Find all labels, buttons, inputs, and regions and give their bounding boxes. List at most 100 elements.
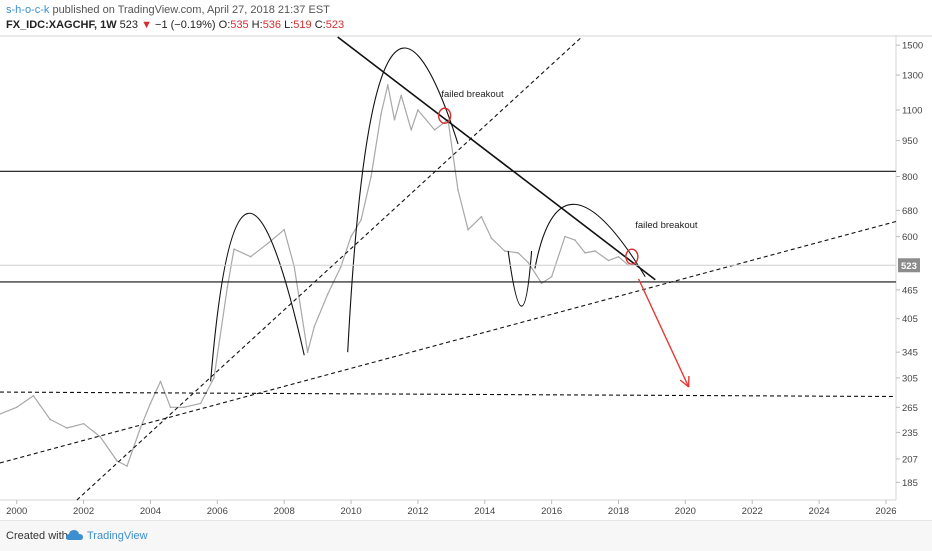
price-point [517,252,519,254]
price-point [313,326,315,328]
price-point [564,236,566,238]
price-point [387,84,389,86]
x-tick-label: 2004 [140,506,161,517]
failed-breakout-label: failed breakout [441,89,504,100]
price-point [467,229,469,231]
open-value: 535 [230,19,248,31]
x-tick-label: 2010 [340,506,361,517]
price-point [49,419,51,421]
price-point [227,287,229,289]
x-tick-label: 2026 [875,506,896,517]
price-point [83,423,85,425]
x-tick-label: 2020 [675,506,696,517]
price-point [491,238,493,240]
price-point [33,395,35,397]
price-point [16,406,18,408]
x-tick-label: 2012 [407,506,428,517]
price-point [574,239,576,241]
x-tick-label: 2014 [474,506,495,517]
y-tick-label: 235 [902,428,918,439]
symbol-info: FX_IDC:XAGCHF, 1W 523 ▼ −1 (−0.19%) O:53… [6,19,344,31]
price-point [327,294,329,296]
x-tick-label: 2002 [73,506,94,517]
price-point [170,406,172,408]
x-tick-label: 2022 [742,506,763,517]
price-chart[interactable]: failed breakout failed breakout 185 207 235… [0,35,932,520]
price-point [250,256,252,258]
high-label: H: [249,19,263,31]
price-point [307,351,309,353]
price-point [213,377,215,379]
high-value: 536 [263,19,281,31]
price-point [394,119,396,121]
price-point [126,465,128,467]
x-tick-label: 2008 [274,506,295,517]
price-point [160,381,162,383]
price-point [380,113,382,115]
last-price: 523 [117,19,141,31]
failed-breakout-label: failed breakout [635,220,698,231]
y-tick-label: 185 [902,478,918,489]
price-point [116,460,118,462]
symbol-name[interactable]: FX_IDC:XAGCHF, 1W [6,19,117,31]
tradingview-cloud-icon [66,529,84,543]
y-tick-label: 950 [902,136,918,147]
footer-bar: Created with TradingView [0,520,932,551]
price-point [267,243,269,245]
price-point [99,436,101,438]
price-point [608,260,610,262]
price-point [66,427,68,429]
created-with-label: Created with [6,530,68,542]
y-tick-label: 305 [902,373,918,384]
x-tick-label: 2000 [6,506,27,517]
price-point [150,403,152,405]
y-tick-label: 207 [902,454,918,465]
price-point [594,250,596,252]
low-label: L: [281,19,293,31]
y-tick-label: 800 [902,172,918,183]
y-tick-label: 345 [902,348,918,359]
y-tick-label: 465 [902,285,918,296]
price-point [140,427,142,429]
price-point [551,276,553,278]
price-point [370,176,372,178]
price-point [417,109,419,111]
publish-info: s-h-o-c-k published on TradingView.com, … [6,4,330,16]
price-point [400,95,402,97]
y-tick-label: 265 [902,403,918,414]
x-tick-label: 2016 [541,506,562,517]
price-point [434,129,436,131]
price-point [541,282,543,284]
price-point [618,256,620,258]
x-tick-label: 2006 [207,506,228,517]
price-point [233,248,235,250]
close-label: C: [312,19,326,31]
chart-area[interactable]: failed breakout failed breakout 185 207 235… [0,35,932,520]
price-point [360,219,362,221]
close-value: 523 [326,19,344,31]
price-point [183,406,185,408]
price-point [340,266,342,268]
y-tick-label: 680 [902,206,918,217]
price-point [293,266,295,268]
price-point [481,216,483,218]
open-label: O: [219,19,231,31]
price-point [200,403,202,405]
price-point [504,250,506,252]
price-point [584,252,586,254]
author-link[interactable]: s-h-o-c-k [6,4,49,16]
price-point [457,189,459,191]
y-tick-label: 1100 [902,105,922,116]
y-tick-label: 1500 [902,41,923,52]
publish-date: published on TradingView.com, April 27, … [49,4,329,16]
price-point [527,262,529,264]
tradingview-brand[interactable]: TradingView [87,530,148,542]
y-tick-label: 1300 [902,71,923,82]
down-arrow-icon: ▼ [141,19,152,31]
price-change: −1 (−0.19%) [152,19,219,31]
price-point [283,229,285,231]
last-price-label: 523 [901,261,917,272]
x-tick-label: 2018 [608,506,629,517]
low-value: 519 [293,19,311,31]
y-tick-label: 600 [902,232,918,243]
